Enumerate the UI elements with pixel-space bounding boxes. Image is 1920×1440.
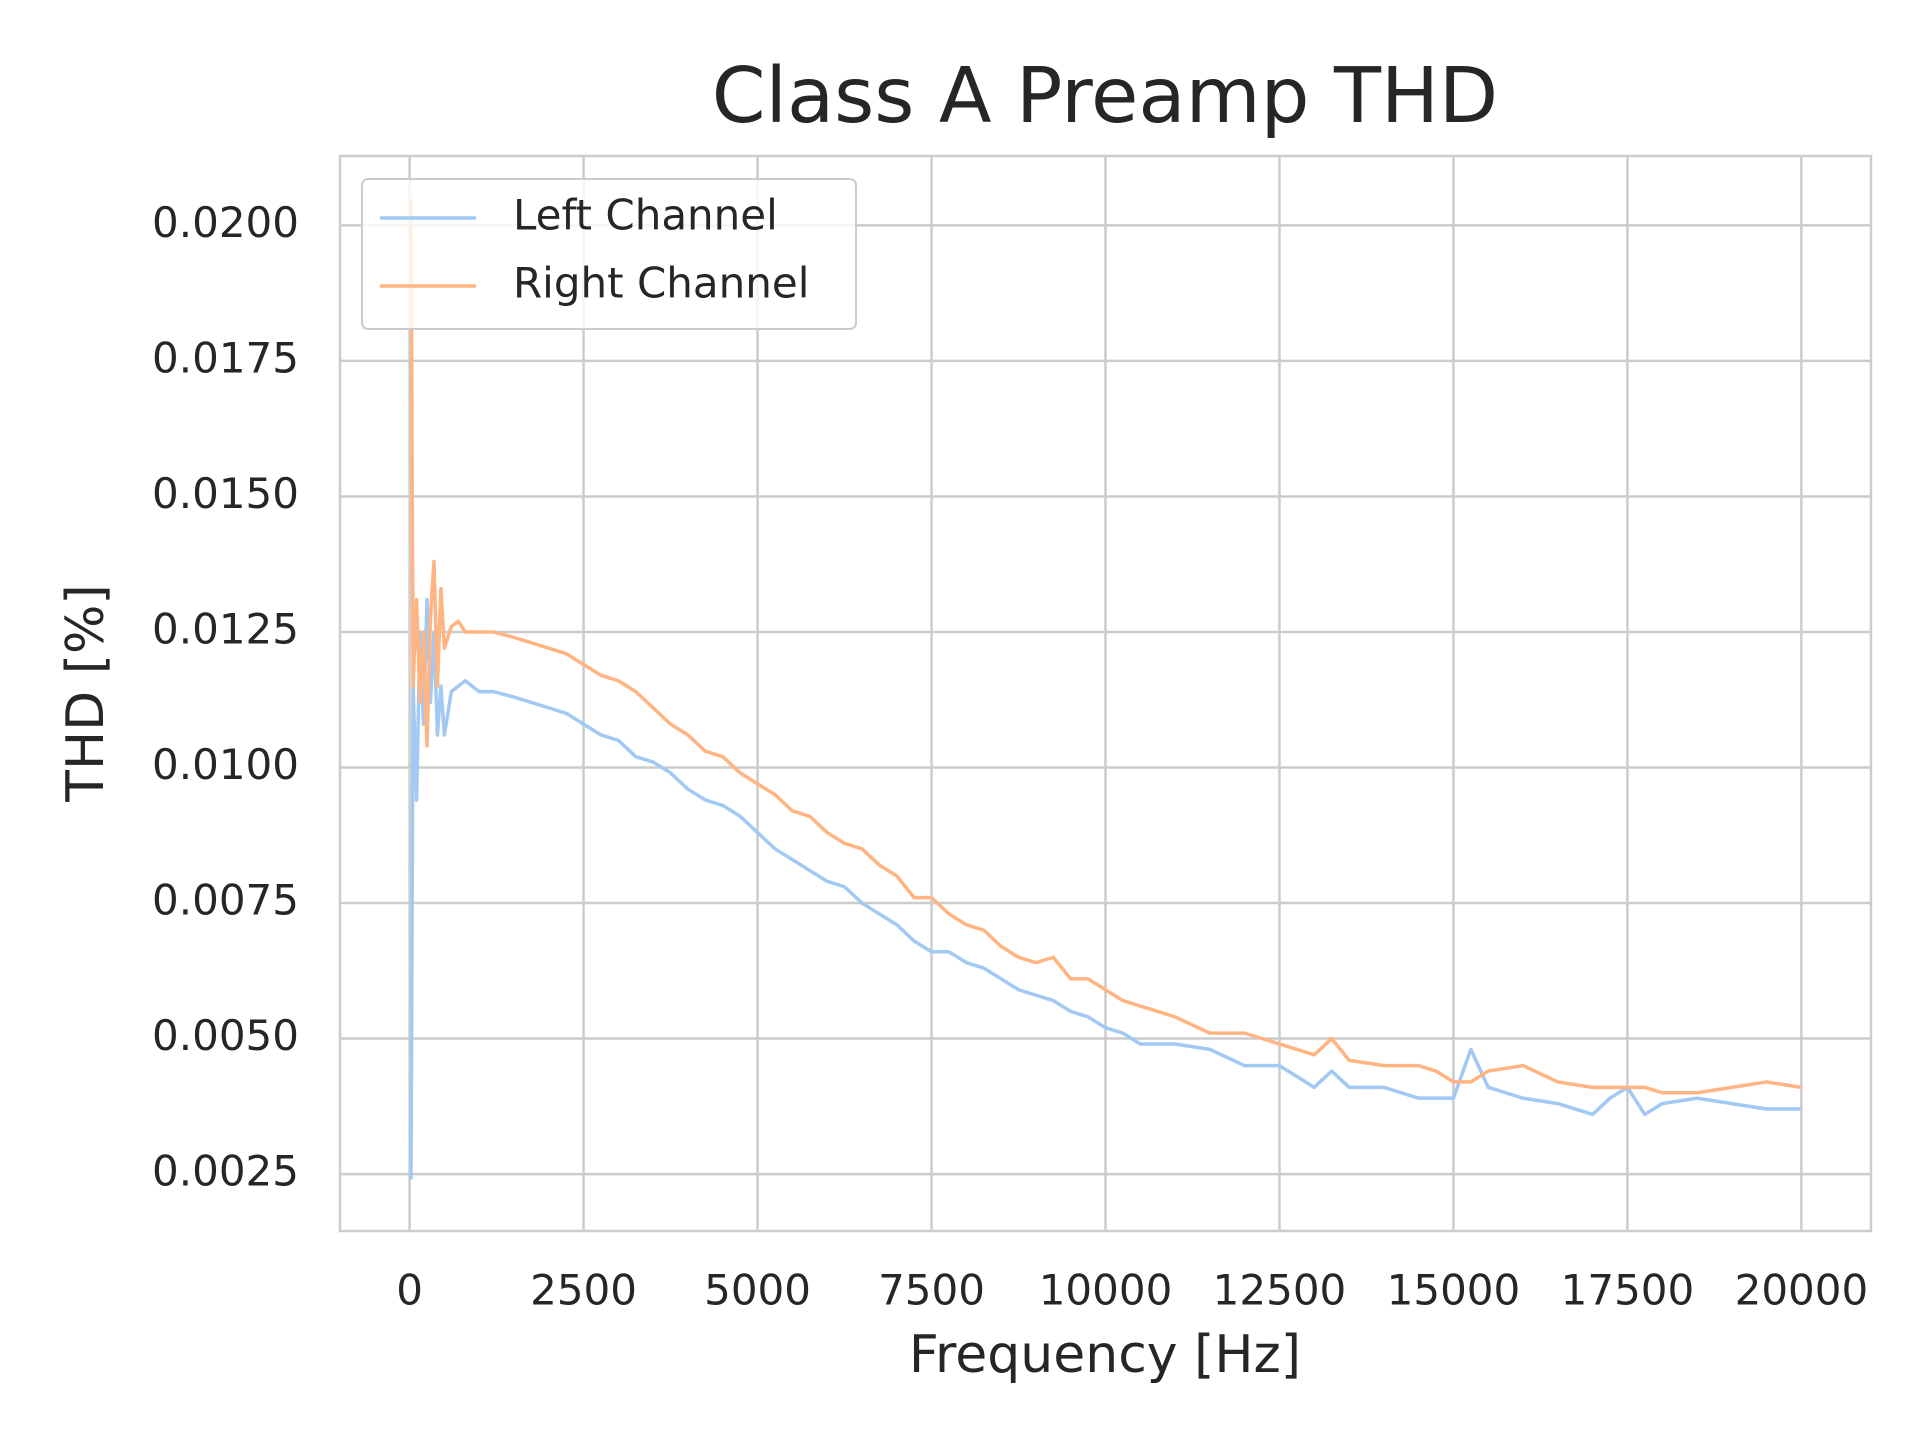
x-tick-label: 12500 bbox=[1213, 1266, 1347, 1315]
x-axis-label: Frequency [Hz] bbox=[909, 1325, 1301, 1385]
axes-frame bbox=[338, 154, 1873, 1233]
y-tick-label: 0.0025 bbox=[152, 1147, 299, 1196]
legend-label: Right Channel bbox=[513, 259, 809, 308]
plot-lines bbox=[409, 198, 1802, 1180]
x-tick-label: 5000 bbox=[704, 1266, 811, 1315]
y-tick-label: 0.0075 bbox=[152, 876, 299, 925]
y-tick-label: 0.0050 bbox=[152, 1011, 299, 1060]
y-axis-label: THD [%] bbox=[56, 584, 116, 802]
x-tick-label: 15000 bbox=[1387, 1266, 1521, 1315]
series-line bbox=[409, 597, 1802, 1180]
x-tick-label: 2500 bbox=[530, 1266, 637, 1315]
x-tick-label: 0 bbox=[396, 1266, 423, 1315]
y-tick-label: 0.0125 bbox=[152, 604, 299, 653]
y-tick-label: 0.0200 bbox=[152, 198, 299, 247]
legend-box bbox=[361, 178, 857, 330]
x-tick-label: 10000 bbox=[1039, 1266, 1173, 1315]
chart-title: Class A Preamp THD bbox=[712, 52, 1498, 141]
x-tick-label: 7500 bbox=[878, 1266, 985, 1315]
y-tick-label: 0.0100 bbox=[152, 740, 299, 789]
legend: Left Channel Right Channel bbox=[361, 178, 857, 330]
y-tick-label: 0.0150 bbox=[152, 469, 299, 518]
x-tick-label: 17500 bbox=[1561, 1266, 1695, 1315]
legend-label: Left Channel bbox=[513, 191, 778, 240]
x-tick-label: 20000 bbox=[1735, 1266, 1869, 1315]
series-line bbox=[409, 198, 1802, 1095]
y-tick-label: 0.0175 bbox=[152, 333, 299, 382]
